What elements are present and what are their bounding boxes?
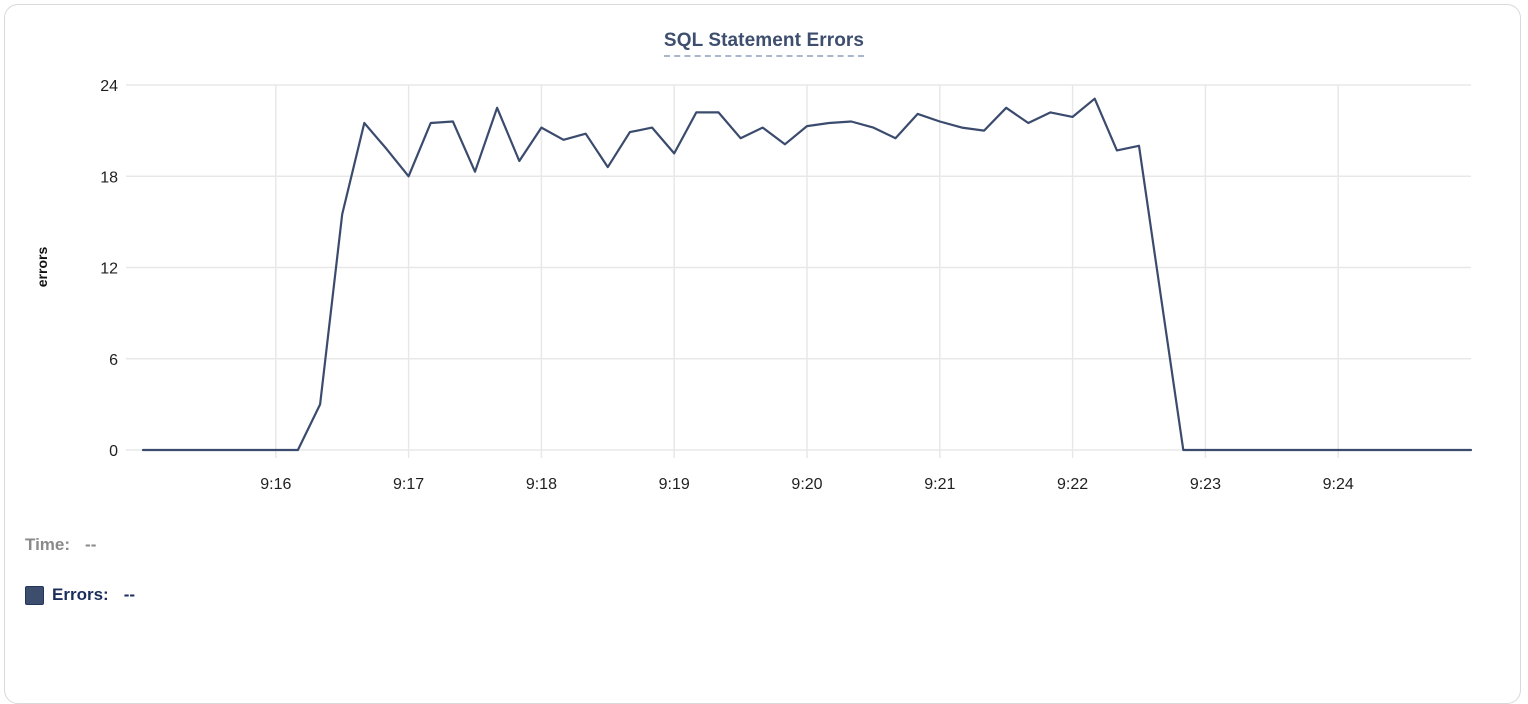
x-axis-tick-label: 9:16 bbox=[260, 476, 291, 493]
time-value: -- bbox=[85, 535, 97, 554]
y-axis-tick-label: 0 bbox=[109, 443, 118, 460]
errors-series-swatch bbox=[25, 585, 44, 605]
errors-value: -- bbox=[123, 585, 136, 604]
y-axis-tick-label: 18 bbox=[100, 169, 118, 186]
legend-errors-row: Errors: -- bbox=[25, 585, 135, 605]
x-axis-tick-label: 9:18 bbox=[526, 476, 557, 493]
x-axis-tick-label: 9:24 bbox=[1323, 476, 1354, 493]
x-axis-tick-label: 9:21 bbox=[924, 476, 955, 493]
chart-card bbox=[4, 4, 1521, 704]
y-axis-tick-label: 12 bbox=[100, 261, 118, 278]
y-axis-tick-label: 6 bbox=[109, 352, 118, 369]
x-axis-tick-label: 9:19 bbox=[659, 476, 690, 493]
x-axis-tick-label: 9:17 bbox=[393, 476, 424, 493]
x-axis-tick-label: 9:20 bbox=[791, 476, 822, 493]
y-axis-label: errors bbox=[34, 247, 50, 288]
time-label: Time: bbox=[25, 535, 71, 554]
chart-header: SQL Statement Errors bbox=[0, 30, 1528, 57]
x-axis-tick-label: 9:22 bbox=[1057, 476, 1088, 493]
chart-canvas[interactable]: 0 6 12 18 24 9:16 9:17 9:18 9:19 9:20 9:21 9:22 9:23… bbox=[0, 0, 1528, 500]
x-axis-tick-label: 9:23 bbox=[1190, 476, 1221, 493]
y-axis-tick-label: 24 bbox=[100, 78, 118, 95]
errors-label: Errors: bbox=[52, 585, 109, 604]
hover-readout-time: Time: -- bbox=[25, 535, 96, 555]
chart-title[interactable]: SQL Statement Errors bbox=[663, 30, 865, 57]
errors-series-line bbox=[141, 97, 1473, 452]
